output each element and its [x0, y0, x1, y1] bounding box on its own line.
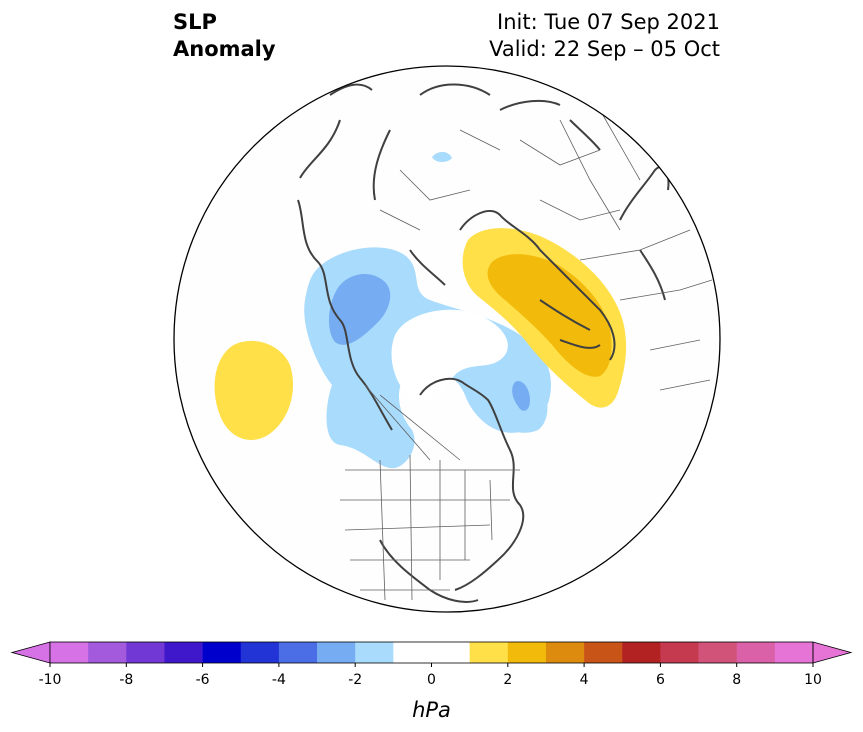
colorbar-tick-label: -8	[119, 672, 133, 688]
colorbar-swatch	[164, 642, 203, 663]
colorbar-tick-label: 4	[580, 672, 589, 688]
colorbar-tick-label: -10	[39, 672, 62, 688]
colorbar-swatch	[50, 642, 89, 663]
colorbar-tick-label: 6	[656, 672, 665, 688]
colorbar-swatch	[698, 642, 737, 663]
colorbar-swatch	[774, 642, 814, 663]
forecast-dates: Init: Tue 07 Sep 2021 Valid: 22 Sep – 05…	[489, 9, 720, 63]
colorbar-swatch	[431, 642, 470, 663]
colorbar-swatches	[10, 641, 853, 664]
polar-map	[173, 65, 721, 613]
colorbar: -10 -8 -6 -4 -2 0 2 4 6 8 10	[10, 641, 853, 688]
valid-range: Valid: 22 Sep – 05 Oct	[489, 37, 720, 61]
map-title: SLP Anomaly	[173, 9, 276, 63]
north-pole-blank-area	[391, 309, 508, 401]
negative-anomaly-small-patch	[432, 151, 452, 162]
title-line-2: Anomaly	[173, 37, 276, 61]
positive-anomaly-pacific	[214, 340, 294, 440]
colorbar-swatch	[202, 642, 242, 663]
colorbar-tick-label: -4	[272, 672, 286, 688]
colorbar-unit-label: hPa	[412, 698, 451, 722]
colorbar-tick-label: 10	[804, 672, 822, 688]
colorbar-tick-label: 2	[503, 672, 512, 688]
colorbar-tick-label: 0	[427, 672, 436, 688]
colorbar-swatch	[660, 642, 699, 663]
colorbar-swatch	[622, 642, 661, 663]
colorbar-swatch	[393, 642, 432, 663]
title-line-1: SLP	[173, 10, 217, 34]
colorbar-tick-label: -2	[348, 672, 362, 688]
colorbar-extend-high	[812, 641, 853, 664]
colorbar-swatch	[240, 642, 280, 663]
colorbar-swatch	[469, 642, 509, 663]
colorbar-tick-label: 8	[732, 672, 741, 688]
colorbar-swatch	[355, 642, 394, 663]
negative-anomaly-greenland-core	[512, 381, 530, 411]
colorbar-extend-low	[10, 641, 51, 664]
coastlines	[297, 83, 670, 603]
colorbar-swatch	[88, 642, 127, 663]
colorbar-swatch	[545, 642, 585, 663]
colorbar-swatch	[317, 642, 356, 663]
colorbar-swatch	[584, 642, 623, 663]
colorbar-swatch	[126, 642, 165, 663]
colorbar-swatch	[507, 642, 547, 663]
colorbar-ticks: -10 -8 -6 -4 -2 0 2 4 6 8 10	[39, 663, 822, 688]
colorbar-tick-label: -6	[196, 672, 210, 688]
colorbar-swatch	[278, 642, 318, 663]
init-date: Init: Tue 07 Sep 2021	[497, 10, 720, 34]
political-borders	[340, 109, 713, 601]
colorbar-swatch	[736, 642, 776, 663]
map-boundary	[173, 65, 721, 613]
